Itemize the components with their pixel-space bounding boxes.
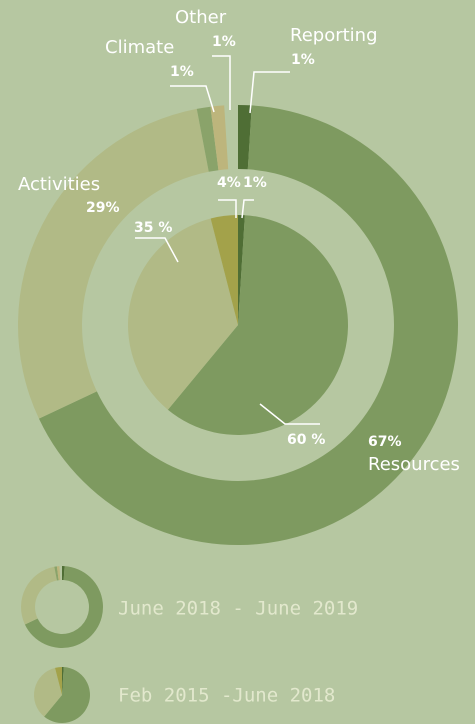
legend-pie-segment xyxy=(34,667,62,717)
legend-donut-segment xyxy=(62,566,65,581)
category-label: Resources xyxy=(368,454,460,475)
legend-donut-segment xyxy=(54,566,59,581)
category-label: Other xyxy=(175,7,227,28)
category-label: Reporting xyxy=(290,25,378,46)
donut-segment xyxy=(196,106,219,172)
pie-segment xyxy=(167,215,348,436)
pie-segment xyxy=(238,215,245,325)
legend-donut-segment xyxy=(56,566,61,581)
legend-donut-segment xyxy=(24,566,103,648)
value-label: 1% xyxy=(243,175,267,191)
donut-segment xyxy=(238,105,252,170)
legend-pie-segment xyxy=(62,667,64,695)
value-label: 60 % xyxy=(287,432,325,448)
legend-pie-segment xyxy=(44,667,91,723)
legend-donut-segment xyxy=(20,566,57,625)
leader-line xyxy=(259,403,320,425)
donut-segment xyxy=(210,105,229,171)
legend-label: Feb 2015 -June 2018 xyxy=(118,685,335,707)
leader-line xyxy=(218,199,237,218)
leader-line xyxy=(135,237,179,263)
donut-segment xyxy=(38,105,459,546)
leader-line xyxy=(170,85,215,113)
value-label: 35 % xyxy=(134,220,172,236)
pie-segment xyxy=(210,215,238,325)
value-label: 29% xyxy=(86,200,120,216)
leader-line xyxy=(249,71,290,114)
leader-line xyxy=(241,199,254,219)
donut-segment xyxy=(17,108,209,419)
value-label: 1% xyxy=(291,52,315,68)
value-label: 4% xyxy=(217,175,241,191)
leader-line xyxy=(212,55,231,110)
legend-pie-segment xyxy=(55,667,62,695)
category-label: Climate xyxy=(105,37,174,58)
value-label: 1% xyxy=(170,64,194,80)
category-label: Activities xyxy=(18,174,100,195)
value-label: 67% xyxy=(368,434,402,450)
pie-segment xyxy=(127,218,238,410)
value-label: 1% xyxy=(212,34,236,50)
legend-label: June 2018 - June 2019 xyxy=(118,598,358,620)
